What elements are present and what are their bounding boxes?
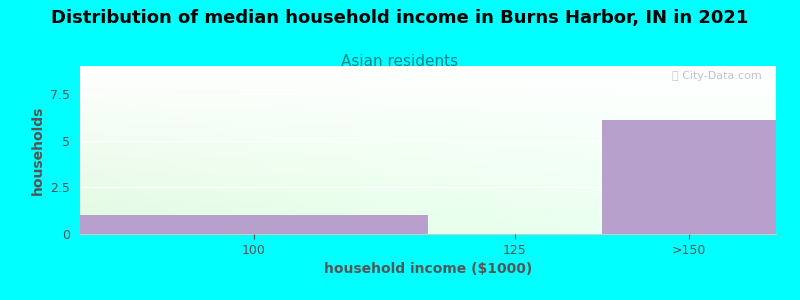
Y-axis label: households: households bbox=[30, 105, 45, 195]
Bar bbox=[602, 120, 776, 234]
Text: Distribution of median household income in Burns Harbor, IN in 2021: Distribution of median household income … bbox=[51, 9, 749, 27]
Text: Asian residents: Asian residents bbox=[342, 54, 458, 69]
X-axis label: household income ($1000): household income ($1000) bbox=[324, 262, 532, 276]
Text: Ⓣ City-Data.com: Ⓣ City-Data.com bbox=[672, 71, 762, 81]
Bar bbox=[80, 215, 428, 234]
